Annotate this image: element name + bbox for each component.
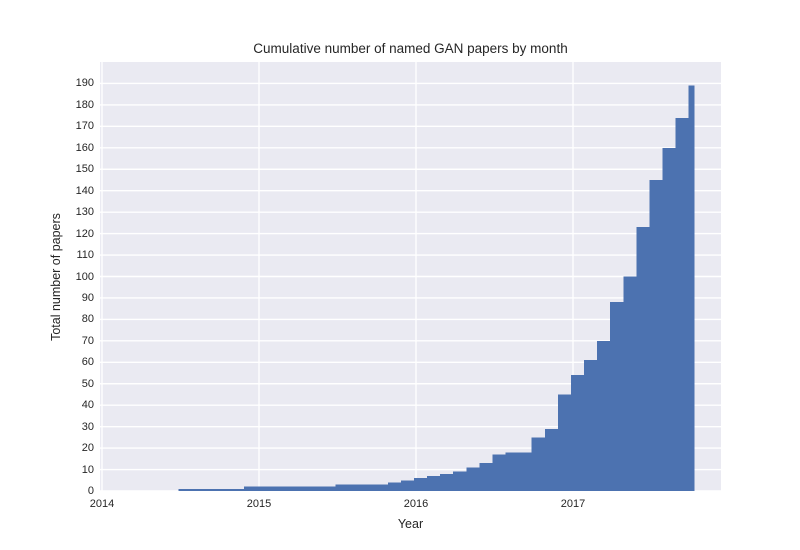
bar-2016-03 xyxy=(453,471,467,491)
bar-2015-09 xyxy=(374,484,389,491)
y-tick-label: 40 xyxy=(81,399,94,412)
bar-2014-11 xyxy=(243,486,258,491)
y-tick-label: 0 xyxy=(87,485,94,497)
y-tick-label: 50 xyxy=(81,377,94,390)
bar-2016-05 xyxy=(479,463,493,491)
x-tick-label: 2017 xyxy=(560,498,586,510)
bar-2015-02 xyxy=(283,486,297,491)
bar-2014-08 xyxy=(204,488,219,491)
y-tick-label: 150 xyxy=(75,163,94,176)
bar-2016-12 xyxy=(570,375,585,491)
plot-area xyxy=(100,62,721,491)
y-tick-label: 110 xyxy=(76,249,94,262)
y-tick-label: 190 xyxy=(75,77,94,90)
bar-2017-02 xyxy=(597,340,611,491)
bar-2015-03 xyxy=(296,486,310,491)
bar-2017-03 xyxy=(610,302,624,491)
bar-2014-12 xyxy=(256,486,271,491)
y-tick-label: 120 xyxy=(75,227,94,240)
bar-2014-07 xyxy=(191,488,206,491)
bar-2016-02 xyxy=(440,473,454,491)
bar-2014-10 xyxy=(230,488,245,491)
bar-2015-05 xyxy=(322,486,336,491)
bar-2015-10 xyxy=(387,482,402,491)
x-tick-label: 2015 xyxy=(246,498,272,510)
y-tick-label: 160 xyxy=(75,141,94,154)
y-tick-label: 170 xyxy=(75,120,94,133)
bar-2016-07 xyxy=(505,452,520,491)
bar-2017-05 xyxy=(636,227,650,491)
bar-2015-07 xyxy=(348,484,363,491)
bar-2015-04 xyxy=(309,486,323,491)
x-tick-label: 2016 xyxy=(403,498,429,510)
bar-2014-09 xyxy=(217,488,232,491)
plot-svg xyxy=(100,62,721,491)
y-tick-label: 20 xyxy=(81,442,94,455)
bar-2016-01 xyxy=(427,475,441,491)
bar-2017-09 xyxy=(688,85,695,491)
bar-2015-11 xyxy=(400,480,415,491)
x-axis-label: Year xyxy=(397,517,424,531)
y-tick-label: 70 xyxy=(81,334,94,347)
bar-2015-08 xyxy=(361,484,376,491)
bar-2015-12 xyxy=(413,478,428,491)
x-tick-label: 2014 xyxy=(89,498,115,510)
bar-2016-06 xyxy=(492,454,506,491)
y-tick-label: 90 xyxy=(81,291,94,304)
bar-2014-06 xyxy=(178,488,192,491)
bar-2017-06 xyxy=(649,179,663,491)
y-tick-label: 60 xyxy=(81,356,94,369)
y-tick-label: 30 xyxy=(81,420,94,433)
y-axis-label: Total number of papers xyxy=(49,213,63,341)
y-tick-label: 180 xyxy=(75,98,94,111)
bar-2017-07 xyxy=(662,147,677,491)
y-tick-label: 10 xyxy=(81,463,94,476)
bar-2017-01 xyxy=(584,360,598,491)
bar-2016-10 xyxy=(544,428,559,491)
bar-2017-04 xyxy=(623,276,637,491)
bar-2016-09 xyxy=(531,437,546,491)
y-tick-label: 130 xyxy=(75,206,94,219)
bar-2017-08 xyxy=(675,117,690,491)
chart-title: Cumulative number of named GAN papers by… xyxy=(253,41,568,56)
y-tick-label: 80 xyxy=(81,313,94,326)
y-tick-label: 100 xyxy=(75,270,94,283)
bar-2016-11 xyxy=(557,394,572,491)
y-tick-label: 140 xyxy=(75,184,94,197)
bar-2016-04 xyxy=(466,467,480,491)
bar-2015-01 xyxy=(270,486,284,491)
bar-2016-08 xyxy=(518,452,533,491)
bar-2015-06 xyxy=(335,484,349,491)
